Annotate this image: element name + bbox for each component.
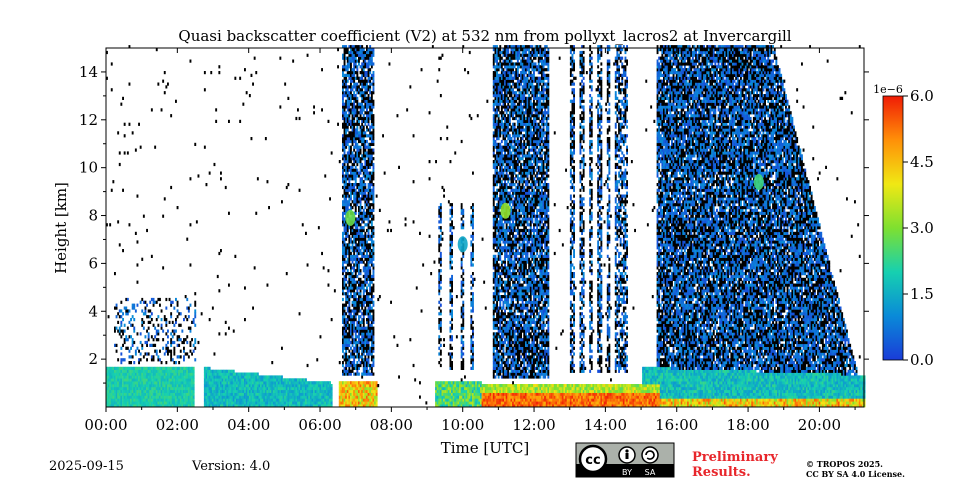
y-axis-label: Height [km]	[52, 182, 70, 274]
x-tick-label: 16:00	[655, 416, 698, 434]
x-tick-label: 12:00	[512, 416, 555, 434]
x-tick-label: 20:00	[798, 416, 841, 434]
cc-by-label: BY	[622, 468, 632, 477]
colorbar: 1e−6 0.0 1.5 3.0 4.5 6.0	[873, 83, 934, 369]
cc-sa-label: SA	[645, 468, 656, 477]
x-tick-label: 02:00	[156, 416, 199, 434]
colorbar-tick-label: 0.0	[910, 351, 934, 369]
y-tick-label: 14	[79, 63, 98, 81]
date-label: 2025-09-15	[49, 459, 124, 474]
x-tick-label: 14:00	[584, 416, 627, 434]
x-tick-label: 18:00	[726, 416, 769, 434]
colorbar-gradient	[883, 96, 903, 360]
y-tick-label: 2	[88, 350, 98, 368]
colorbar-tick-label: 4.5	[910, 153, 934, 171]
colorbar-tick-label: 1.5	[910, 285, 934, 303]
x-tick-label: 08:00	[370, 416, 413, 434]
colorbar-exponent: 1e−6	[873, 83, 903, 96]
x-tick-label: 00:00	[84, 416, 127, 434]
y-tick-label: 10	[79, 159, 98, 177]
y-tick-label: 12	[79, 111, 98, 129]
version-label: Version: 4.0	[191, 459, 270, 474]
plot-area: 00:00 02:00 04:00 06:00 08:00 10:00 12:00 14:00…	[79, 45, 869, 434]
x-tick-label: 06:00	[298, 416, 341, 434]
results-label: Results.	[692, 465, 751, 480]
colorbar-tick-label: 3.0	[910, 219, 934, 237]
colorbar-ticks: 0.0 1.5 3.0 4.5 6.0	[903, 87, 934, 369]
x-axis-label: Time [UTC]	[441, 439, 530, 457]
x-tick-label: 04:00	[227, 416, 270, 434]
copyright-line-2: CC BY SA 4.0 License.	[806, 469, 905, 479]
preliminary-label: Preliminary	[692, 450, 778, 465]
y-tick-label: 8	[88, 207, 98, 225]
chart-title: Quasi backscatter coefficient (V2) at 53…	[178, 27, 791, 45]
x-tick-label: 10:00	[441, 416, 484, 434]
cc-by-sa-icon: cc BY SA	[576, 443, 674, 477]
y-tick-label: 6	[88, 254, 98, 272]
y-tick-label: 4	[88, 302, 98, 320]
colorbar-tick-label: 6.0	[910, 87, 934, 105]
copyright-line-1: © TROPOS 2025.	[806, 459, 883, 469]
